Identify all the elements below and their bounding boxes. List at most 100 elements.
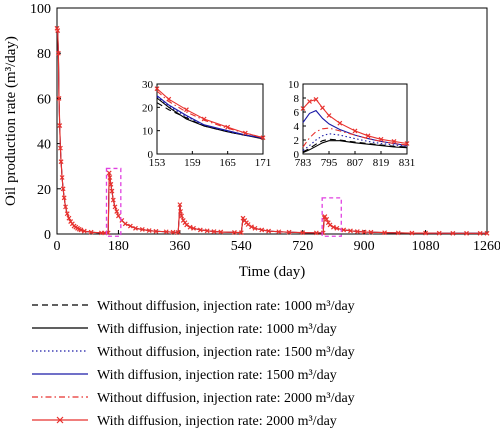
inset-series-line-2 <box>302 140 408 154</box>
y-tick-label: 100 <box>30 2 51 17</box>
y-tick-label: 60 <box>37 92 51 107</box>
inset-y-tick-label: 6 <box>294 107 300 119</box>
inset-x-tick-label: 165 <box>219 157 236 169</box>
main-series-line-1 <box>56 28 487 234</box>
main-series-marker <box>107 175 113 180</box>
main-series-marker <box>59 175 65 180</box>
inset-y-tick-label: 20 <box>142 102 154 114</box>
legend-label-5: Without diffusion, injection rate: 2000 … <box>97 391 355 406</box>
main-series-marker <box>175 229 181 235</box>
main-series-marker <box>116 213 121 219</box>
legend: Without diffusion, injection rate: 1000 … <box>32 299 355 429</box>
inset-y-tick-label: 2 <box>294 135 300 147</box>
x-tick-label: 360 <box>169 239 190 254</box>
main-series-marker <box>259 227 265 233</box>
main-series-marker <box>382 230 388 236</box>
x-tick-label: 180 <box>108 239 129 254</box>
y-tick-label: 0 <box>44 228 51 243</box>
main-series-marker <box>63 204 68 210</box>
inset-series-marker <box>365 133 371 139</box>
zoom-box-left <box>105 167 122 237</box>
inset-series-marker <box>404 141 410 146</box>
main-series-marker <box>109 188 115 194</box>
main-series-marker <box>322 214 328 220</box>
inset-x-tick-label: 819 <box>373 157 390 169</box>
main-series-marker <box>191 225 196 231</box>
main-series-marker <box>211 229 217 234</box>
main-series-marker <box>300 230 306 236</box>
main-series-marker <box>153 228 159 234</box>
inset-series-marker <box>154 86 160 92</box>
main-series-marker <box>334 225 340 231</box>
main-series-marker <box>252 225 258 231</box>
inset-x-tick-label: 807 <box>347 157 364 169</box>
main-series-marker <box>106 170 112 176</box>
x-tick-label: 1260 <box>473 239 500 254</box>
main-series-marker <box>133 225 138 231</box>
main-series-marker <box>163 229 169 235</box>
y-tick-label: 20 <box>37 183 51 198</box>
main-series-marker <box>61 195 67 201</box>
main-series-marker <box>139 227 145 232</box>
x-axis-title: Time (day) <box>239 264 306 280</box>
x-tick-label: 1080 <box>412 239 440 254</box>
x-tick-label: 0 <box>54 239 61 254</box>
main-series-marker <box>450 230 456 236</box>
main-series-marker <box>266 228 272 234</box>
main-series-marker <box>232 229 237 235</box>
inset-series-marker <box>320 105 325 111</box>
inset-x-tick-label: 159 <box>184 157 201 169</box>
main-series-marker <box>341 227 347 233</box>
inset-y-tick-label: 8 <box>294 93 300 105</box>
main-series-marker <box>177 202 183 208</box>
main-series-marker <box>78 227 84 233</box>
zoom-box-right <box>321 197 342 237</box>
y-axis-title: Oil production rate (m³/day) <box>3 36 19 206</box>
inset-right-plot: 783 795 807 819 831 0 2 4 6 8 10 <box>288 79 415 169</box>
main-series-marker <box>127 223 133 229</box>
inset-series-marker <box>378 136 384 142</box>
main-series-line-3 <box>56 28 487 234</box>
inset-series-marker <box>337 120 343 126</box>
legend-label-3: Without diffusion, injection rate: 1500 … <box>97 345 355 360</box>
inset-series-marker <box>391 138 397 144</box>
x-tick-label: 900 <box>354 239 375 254</box>
main-series-marker <box>484 230 490 236</box>
inset-x-tick-label: 783 <box>295 157 312 169</box>
main-series-marker <box>55 28 61 34</box>
main-series-marker <box>436 230 442 236</box>
main-series-marker <box>409 230 415 236</box>
x-tick-label: 540 <box>231 239 252 254</box>
main-series-marker <box>57 123 63 128</box>
legend-label-1: Without diffusion, injection rate: 1000 … <box>97 299 355 314</box>
x-tick-label: 720 <box>292 239 313 254</box>
inset-y-tick-label: 10 <box>288 79 300 91</box>
inset-series-line-5 <box>302 127 408 148</box>
main-series-marker <box>114 208 120 214</box>
inset-left-plot: 153 159 165 171 0 10 20 30 <box>142 79 271 169</box>
main-series-marker <box>354 229 360 234</box>
main-series-marker <box>218 229 224 235</box>
main-series-marker <box>477 230 483 236</box>
inset-series-marker <box>260 135 266 141</box>
main-series-marker <box>245 222 251 227</box>
main-series-marker <box>197 227 203 233</box>
y-tick-label: 40 <box>37 138 51 153</box>
inset-y-tick-label: 30 <box>142 79 154 91</box>
inset-x-tick-label: 171 <box>255 157 272 169</box>
main-series-marker <box>56 95 62 101</box>
inset-series-line-3 <box>302 133 408 151</box>
inset-series-line-4 <box>302 109 408 147</box>
inset-frame <box>156 83 264 155</box>
inset-series-marker <box>313 96 319 102</box>
inset-series-marker <box>307 99 312 104</box>
legend-label-6: With diffusion, injection rate: 2000 m³/… <box>97 414 337 429</box>
main-plot-frame <box>56 7 488 235</box>
main-series-marker <box>178 208 183 214</box>
main-series-marker <box>146 228 152 234</box>
main-series-marker <box>108 181 114 187</box>
main-series-marker <box>58 159 64 165</box>
inset-series-marker <box>201 116 207 122</box>
